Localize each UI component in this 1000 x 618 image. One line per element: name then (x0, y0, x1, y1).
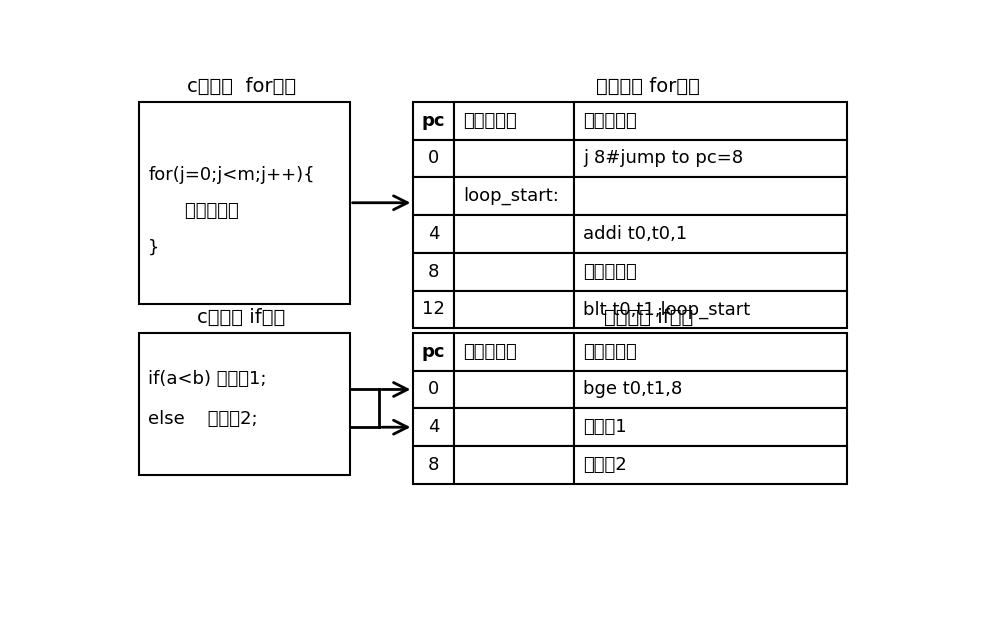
Text: 反汇编： if结构: 反汇编： if结构 (604, 308, 693, 327)
Bar (574, 408, 847, 446)
Bar (574, 215, 847, 253)
Text: loop_start:: loop_start: (463, 187, 559, 205)
Text: blt t0,t1,loop_start: blt t0,t1,loop_start (583, 300, 750, 318)
Text: }: } (148, 239, 160, 257)
Bar (413, 140, 454, 177)
Bar (574, 102, 847, 140)
Bar (413, 290, 454, 328)
Text: 8: 8 (428, 263, 439, 281)
Bar (574, 253, 847, 290)
Bar (413, 371, 454, 408)
Text: else    代码段2;: else 代码段2; (148, 410, 258, 428)
Bar (454, 215, 574, 253)
Bar (413, 253, 454, 290)
Bar (454, 102, 574, 140)
Bar (454, 253, 574, 290)
Text: c代码：  for循环: c代码： for循环 (187, 77, 296, 96)
Text: 8: 8 (428, 456, 439, 474)
Text: 代码段2: 代码段2 (583, 456, 627, 474)
Text: 反汇编标签: 反汇编标签 (463, 112, 517, 130)
Bar (574, 371, 847, 408)
Bar (574, 333, 847, 371)
Text: 4: 4 (428, 418, 439, 436)
Bar (454, 177, 574, 215)
Text: pc: pc (422, 343, 445, 361)
Bar (139, 333, 350, 475)
Bar (413, 446, 454, 484)
Text: 4: 4 (428, 225, 439, 243)
Bar (454, 140, 574, 177)
Text: if(a<b) 代码段1;: if(a<b) 代码段1; (148, 370, 267, 388)
Bar (139, 102, 350, 303)
Bar (574, 140, 847, 177)
Bar (574, 446, 847, 484)
Bar (454, 408, 574, 446)
Text: c代码： if结构: c代码： if结构 (197, 308, 285, 327)
Text: 反汇编指令: 反汇编指令 (583, 343, 637, 361)
Text: 代码段1: 代码段1 (583, 418, 627, 436)
Text: j 8#jump to pc=8: j 8#jump to pc=8 (583, 150, 743, 167)
Bar (454, 446, 574, 484)
Text: bge t0,t1,8: bge t0,t1,8 (583, 381, 682, 399)
Bar (413, 215, 454, 253)
Bar (413, 408, 454, 446)
Text: 12: 12 (422, 300, 445, 318)
Bar (413, 102, 454, 140)
Text: 反汇编标签: 反汇编标签 (463, 343, 517, 361)
Text: 反汇编指令: 反汇编指令 (583, 112, 637, 130)
Bar (413, 177, 454, 215)
Bar (574, 177, 847, 215)
Bar (413, 333, 454, 371)
Text: 0: 0 (428, 150, 439, 167)
Bar (454, 371, 574, 408)
Text: 循环体代码: 循环体代码 (162, 202, 239, 220)
Bar (454, 290, 574, 328)
Bar (454, 333, 574, 371)
Text: 反汇编： for循环: 反汇编： for循环 (596, 77, 700, 96)
Text: pc: pc (422, 112, 445, 130)
Text: 0: 0 (428, 381, 439, 399)
Bar (574, 290, 847, 328)
Text: 循环体代码: 循环体代码 (583, 263, 637, 281)
Text: addi t0,t0,1: addi t0,t0,1 (583, 225, 687, 243)
Text: for(j=0;j<m;j++){: for(j=0;j<m;j++){ (148, 166, 315, 184)
